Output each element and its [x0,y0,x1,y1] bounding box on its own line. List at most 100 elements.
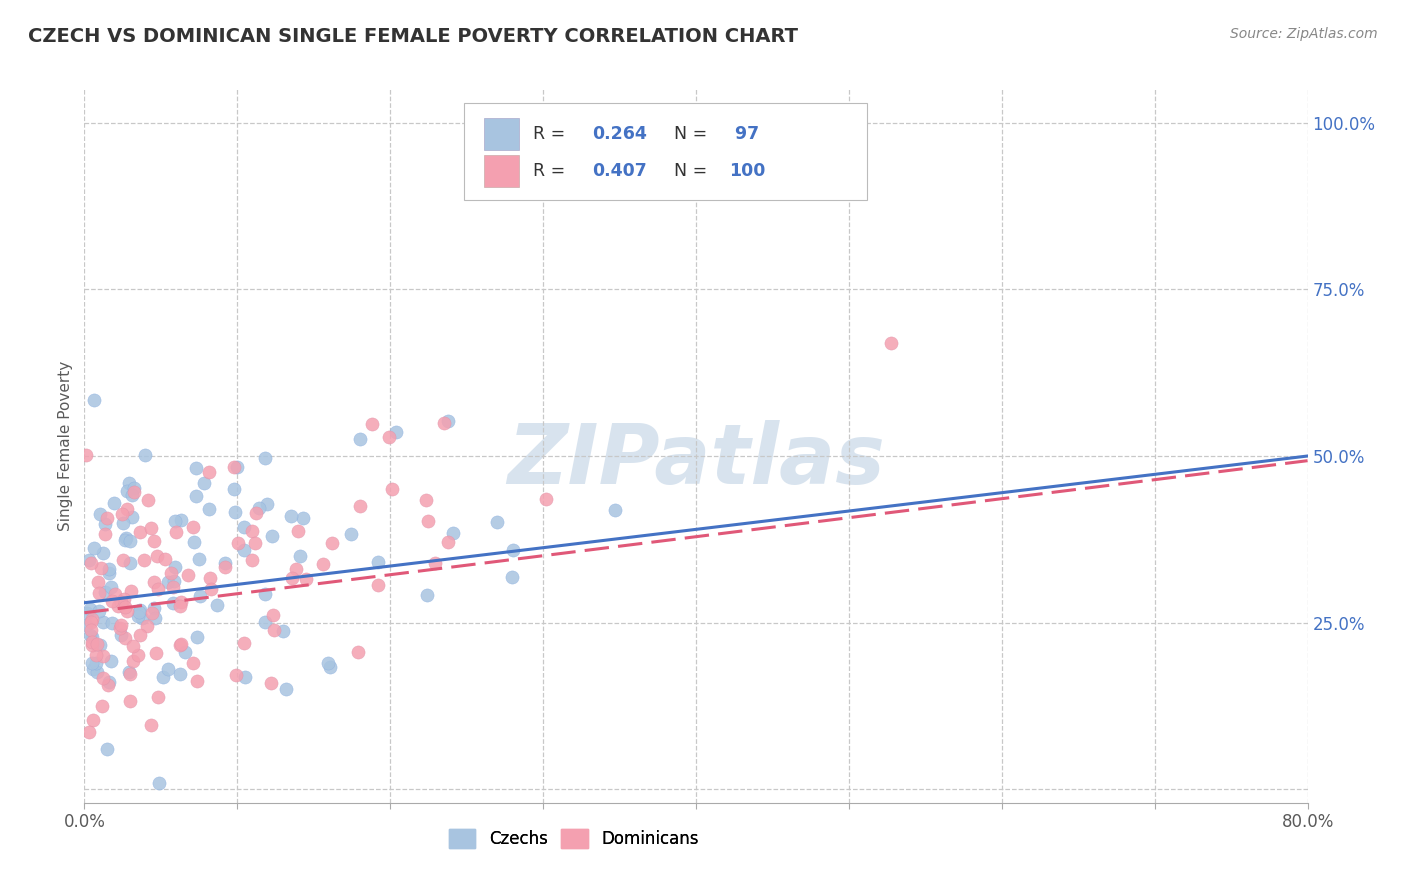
Point [416,588,439,602]
Point [256,497,278,511]
Point [115,531,138,545]
Point [340,527,363,541]
Point [187,552,209,566]
Text: ZIPatlas: ZIPatlas [508,420,884,500]
Point [184,489,207,503]
Point [100,615,122,630]
FancyBboxPatch shape [464,103,868,200]
Point [163,574,186,589]
Point [86,637,108,651]
Point [82,713,104,727]
Text: Source: ZipAtlas.com: Source: ZipAtlas.com [1230,27,1378,41]
Point [280,508,302,523]
Point [110,618,132,632]
Point [200,582,222,596]
Point [502,543,524,558]
Point [118,556,141,570]
Point [262,607,284,622]
Point [156,574,179,589]
Point [153,552,176,566]
Point [311,558,333,572]
Point [110,507,132,521]
Point [253,451,276,466]
Point [197,501,219,516]
Point [82,638,104,652]
Point [441,526,464,541]
Point [107,599,129,613]
Text: R =: R = [533,125,571,143]
Point [347,645,370,659]
Point [183,535,205,549]
Point [91,546,114,560]
Point [114,533,136,547]
Point [118,534,141,549]
Point [425,556,447,570]
Point [214,556,236,570]
Point [186,631,208,645]
Point [360,417,382,432]
Point [121,639,143,653]
Point [82,656,104,670]
Point [79,615,101,629]
Point [93,527,115,541]
Point [134,448,156,462]
Point [198,571,221,585]
Point [262,528,284,542]
Text: R =: R = [533,162,571,180]
Point [128,627,150,641]
Point [226,536,249,550]
Point [98,674,121,689]
Point [235,670,257,684]
Point [110,628,132,642]
Point [76,607,98,621]
Point [415,493,437,508]
Point [285,562,308,576]
Point [381,482,404,496]
Point [117,501,139,516]
Point [122,481,145,495]
Point [142,575,165,590]
Point [110,595,132,609]
Point [162,581,184,595]
Point [242,524,264,538]
Point [77,725,100,739]
Point [437,414,460,428]
Point [142,601,165,615]
Point [77,553,100,567]
FancyBboxPatch shape [484,118,519,150]
Point [75,617,97,632]
Point [165,560,187,574]
Point [87,586,110,600]
Point [90,561,112,575]
Point [94,585,117,599]
Point [114,599,136,614]
Point [121,487,143,501]
Point [136,492,159,507]
Point [87,575,110,590]
Point [145,646,167,660]
Point [82,662,104,676]
Point [603,503,626,517]
Point [416,514,439,528]
Point [169,638,191,652]
Point [198,465,221,479]
Point [131,610,153,624]
Point [118,476,141,491]
Point [84,657,107,671]
Point [148,776,170,790]
Point [132,553,155,567]
Point [121,510,143,524]
Point [437,535,460,549]
Point [118,694,141,708]
Point [174,645,197,659]
Point [193,476,215,491]
Point [139,521,162,535]
Point [226,459,249,474]
Point [120,584,142,599]
Point [112,592,135,607]
Point [290,549,312,564]
Point [98,561,121,575]
Point [146,690,169,704]
Point [89,639,111,653]
Point [880,336,903,351]
